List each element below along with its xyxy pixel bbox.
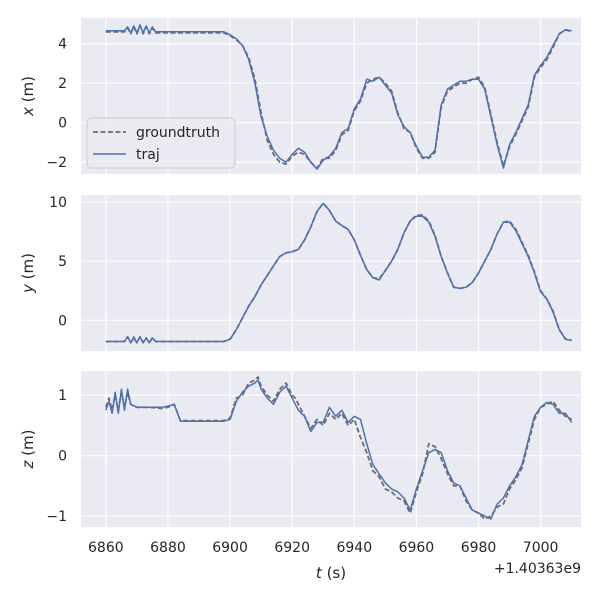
x-tick-label: 6880 bbox=[150, 540, 186, 556]
x-axis-label: t (s) bbox=[316, 564, 346, 582]
x-tick-label: 6860 bbox=[88, 540, 124, 556]
legend-label-traj: traj bbox=[136, 147, 160, 163]
x-tick-label: 6980 bbox=[461, 540, 497, 556]
y-axis-unit: (m) bbox=[19, 253, 37, 284]
series-line-traj bbox=[105, 202, 572, 344]
y-tick-label: 1 bbox=[58, 388, 67, 404]
y-axis-unit: (m) bbox=[19, 76, 37, 107]
y-axis-label: x (m) bbox=[19, 76, 37, 117]
x-tick-label: 6940 bbox=[336, 540, 372, 556]
y-tick-label: −1 bbox=[46, 509, 67, 525]
y-tick-label: −2 bbox=[46, 155, 67, 171]
subplot-2: 10 5 0 y (m) bbox=[19, 195, 581, 351]
y-axis-unit: (m) bbox=[19, 430, 37, 461]
plot-background bbox=[81, 195, 581, 351]
legend: groundtruth traj bbox=[86, 117, 236, 169]
subplot-3: 1 0 −1 z (m) bbox=[19, 371, 581, 527]
y-tick-label: 0 bbox=[58, 116, 67, 132]
y-tick-label: 0 bbox=[58, 313, 67, 329]
x-axis-variable: t bbox=[316, 564, 323, 582]
y-tick-label: 10 bbox=[49, 195, 67, 211]
x-tick-label: 6960 bbox=[399, 540, 435, 556]
x-offset-label: +1.40363e9 bbox=[494, 561, 581, 577]
y-tick-label: 4 bbox=[58, 37, 67, 53]
series-group bbox=[104, 376, 573, 520]
y-axis-variable: x bbox=[19, 107, 37, 117]
y-tick-label: 5 bbox=[58, 254, 67, 270]
x-tick-label: 6920 bbox=[274, 540, 310, 556]
x-tick-label: 6900 bbox=[212, 540, 248, 556]
series-line-traj bbox=[105, 379, 573, 520]
y-axis-variable: z bbox=[19, 459, 37, 469]
legend-box bbox=[86, 117, 236, 169]
y-tick-label: 0 bbox=[58, 449, 67, 465]
y-axis-variable: y bbox=[19, 283, 37, 294]
series-line-traj bbox=[105, 24, 572, 170]
x-tick-label: 7000 bbox=[523, 540, 559, 556]
series-group bbox=[105, 24, 572, 170]
x-axis-unit: (s) bbox=[322, 564, 346, 582]
plot-background bbox=[81, 371, 581, 527]
y-tick-label: 2 bbox=[58, 76, 67, 92]
legend-label-groundtruth: groundtruth bbox=[136, 125, 220, 141]
y-axis-label: y (m) bbox=[19, 253, 37, 294]
y-axis-label: z (m) bbox=[19, 430, 37, 470]
series-group bbox=[105, 202, 572, 344]
